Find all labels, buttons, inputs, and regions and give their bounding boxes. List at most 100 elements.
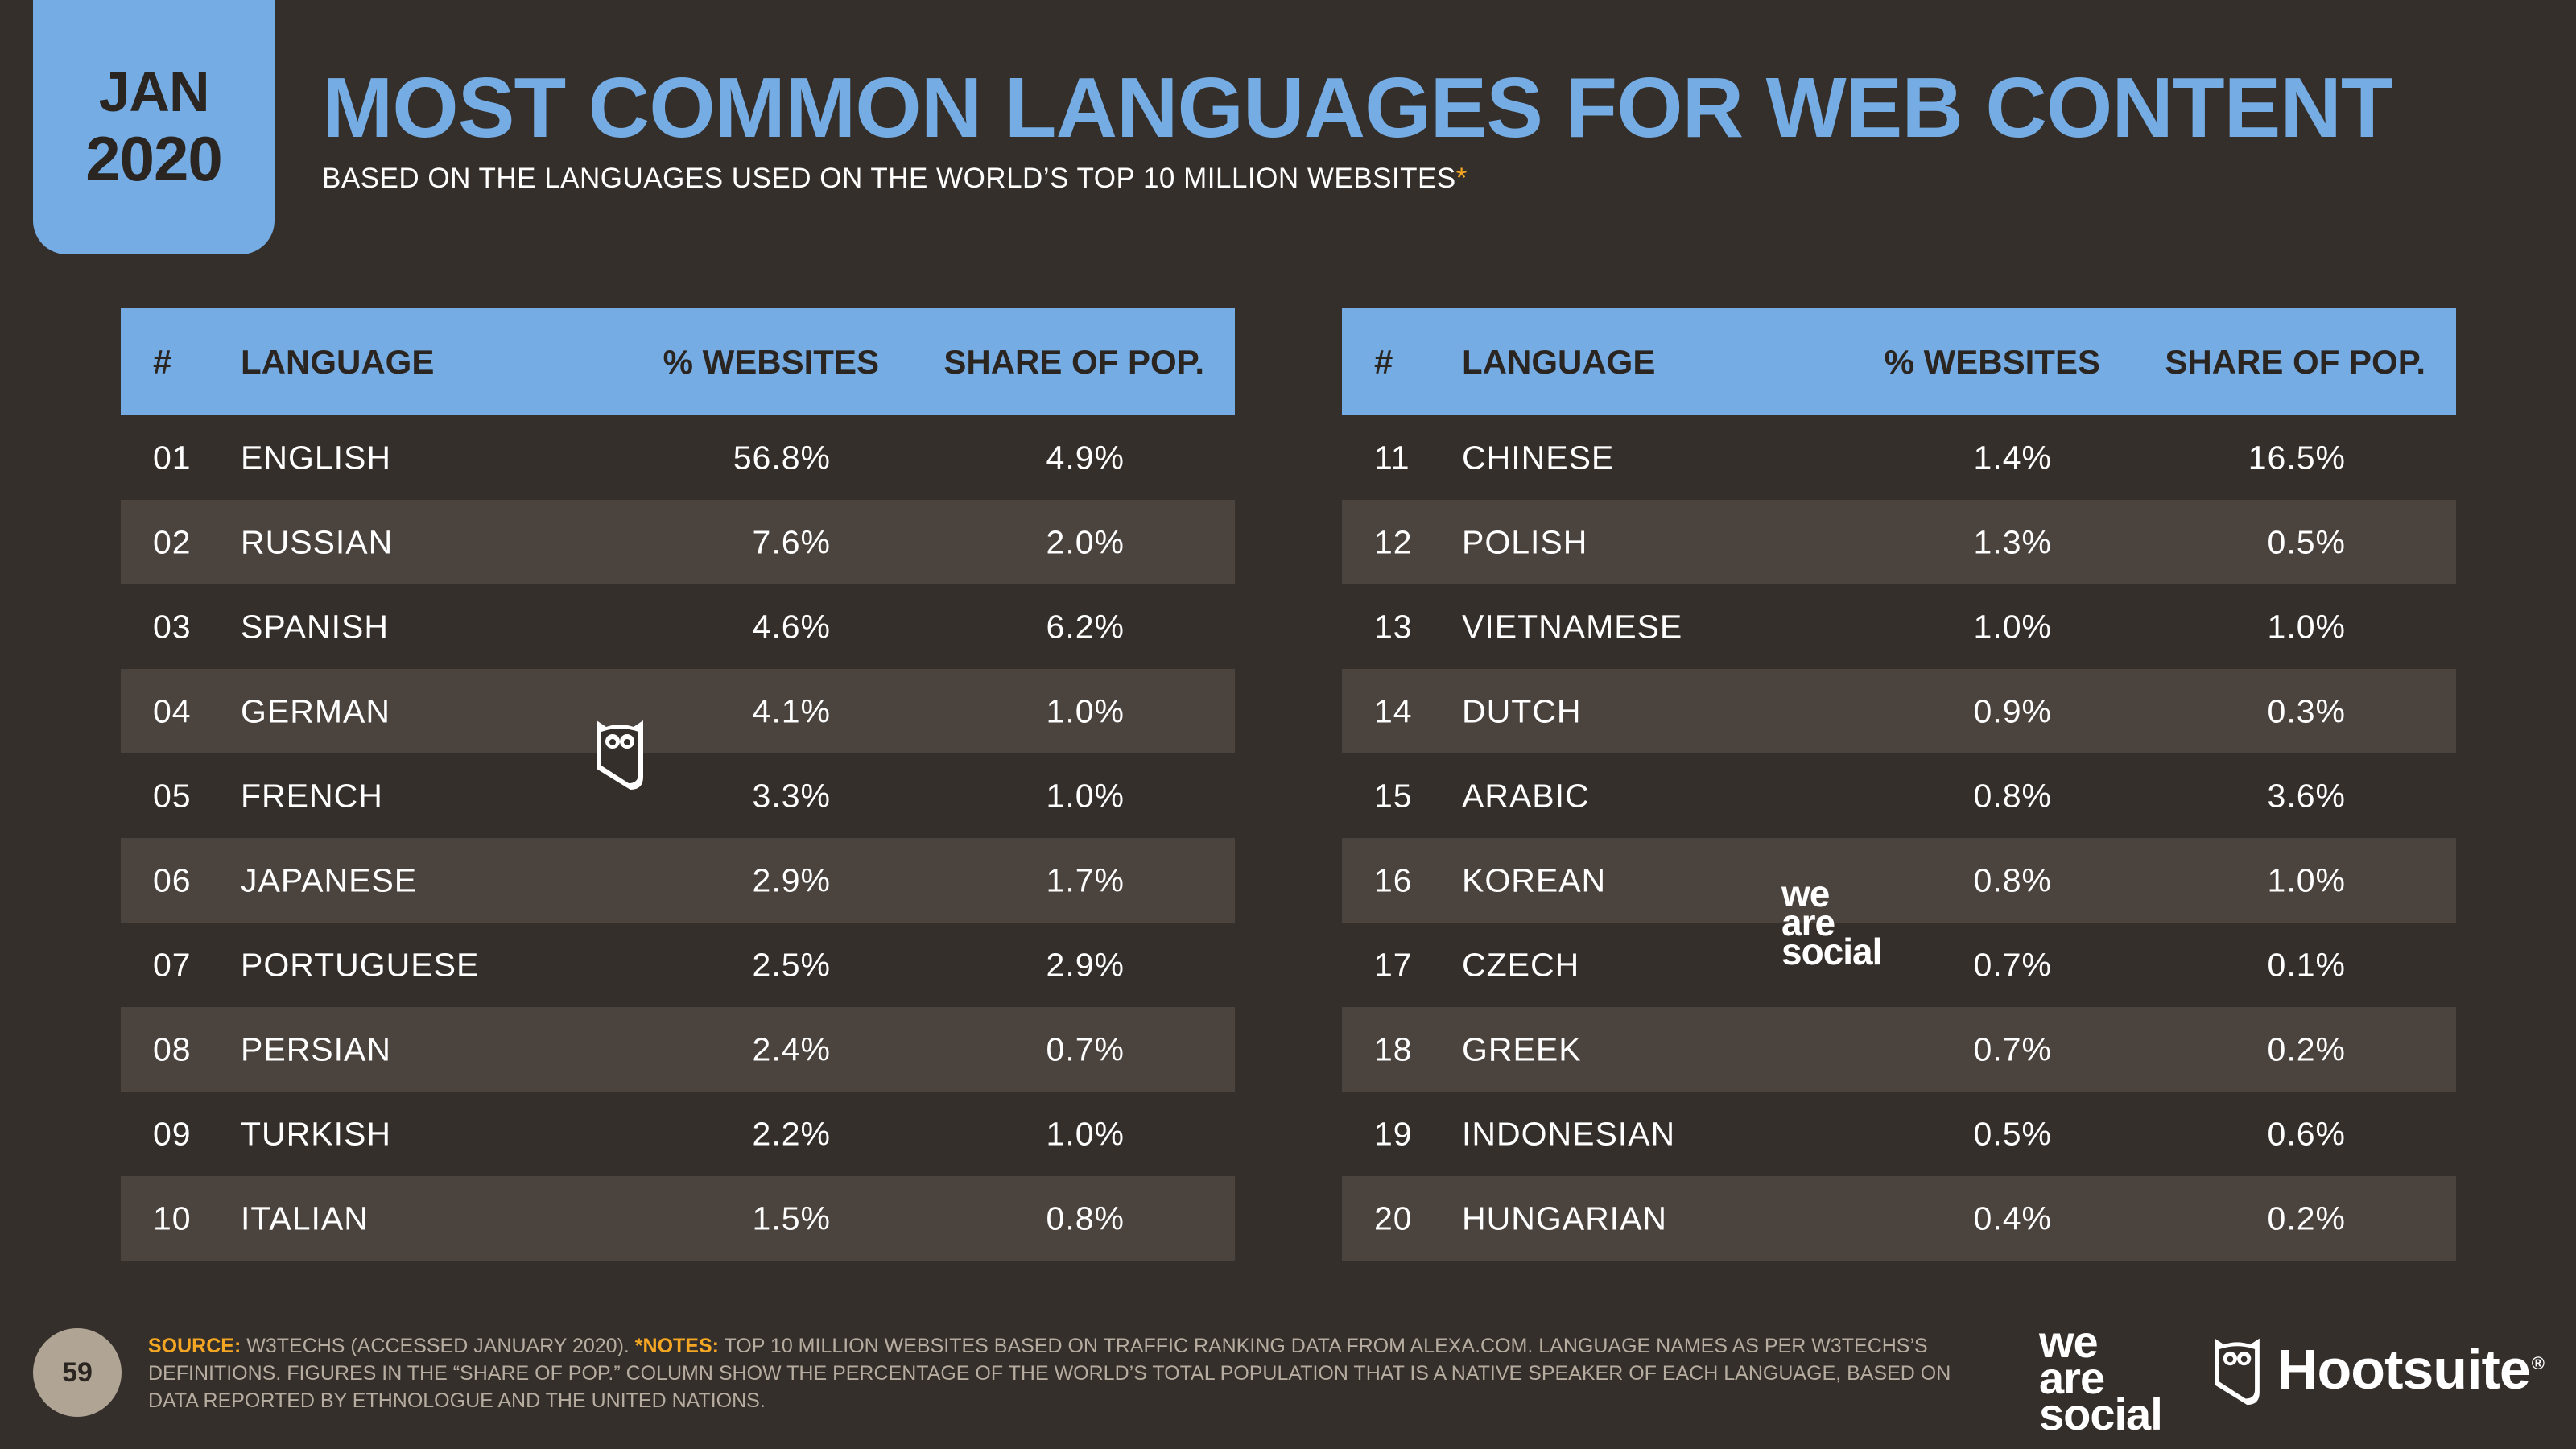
row-language: TURKISH bbox=[241, 1115, 391, 1152]
owl-icon bbox=[2215, 1338, 2260, 1406]
row-websites: 0.8% bbox=[1973, 777, 2052, 814]
header-share: SHARE OF POP. bbox=[943, 342, 1204, 381]
page-title: MOST COMMON LANGUAGES FOR WEB CONTENT bbox=[322, 60, 2393, 155]
row-websites: 0.7% bbox=[1973, 946, 2052, 983]
row-share: 0.8% bbox=[1046, 1199, 1125, 1236]
row-language: SPANISH bbox=[241, 608, 389, 645]
owl-icon bbox=[592, 712, 648, 793]
row-rank: 16 bbox=[1374, 861, 1413, 898]
languages-table-left: # LANGUAGE % WEBSITES SHARE OF POP. 01 E… bbox=[121, 308, 1235, 1261]
table-row: 04 GERMAN 4.1% 1.0% bbox=[121, 669, 1235, 753]
table-row: 06 JAPANESE 2.9% 1.7% bbox=[121, 838, 1235, 923]
header-websites: % WEBSITES bbox=[1884, 342, 2100, 381]
row-websites: 56.8% bbox=[733, 439, 831, 476]
row-rank: 13 bbox=[1374, 608, 1413, 645]
hootsuite-wordmark: Hootsuite® bbox=[2277, 1337, 2545, 1402]
row-language: PERSIAN bbox=[241, 1030, 391, 1067]
table-row: 18 GREEK 0.7% 0.2% bbox=[1342, 1007, 2456, 1092]
row-share: 6.2% bbox=[1046, 608, 1125, 645]
source-text: W3TECHS (ACCESSED JANUARY 2020). bbox=[241, 1335, 635, 1357]
table-row: 19 INDONESIAN 0.5% 0.6% bbox=[1342, 1092, 2456, 1176]
source-label: SOURCE: bbox=[148, 1335, 242, 1357]
watermark-line: social bbox=[1781, 930, 1882, 972]
page-number: 59 bbox=[33, 1328, 122, 1417]
row-language: INDONESIAN bbox=[1462, 1115, 1676, 1152]
row-share: 3.6% bbox=[2267, 777, 2346, 814]
row-language: CHINESE bbox=[1462, 439, 1615, 476]
row-share: 0.6% bbox=[2267, 1115, 2346, 1152]
table-header: # LANGUAGE % WEBSITES SHARE OF POP. bbox=[1342, 308, 2456, 415]
logo-line: we bbox=[2039, 1316, 2099, 1367]
date-month: JAN bbox=[98, 60, 209, 124]
row-share: 1.0% bbox=[1046, 777, 1125, 814]
footnote: SOURCE: W3TECHS (ACCESSED JANUARY 2020).… bbox=[148, 1332, 1967, 1414]
table-row: 13 VIETNAMESE 1.0% 1.0% bbox=[1342, 584, 2456, 669]
row-share: 0.2% bbox=[2267, 1030, 2346, 1067]
row-rank: 01 bbox=[153, 439, 192, 476]
table-row: 17 CZECH 0.7% 0.1% bbox=[1342, 923, 2456, 1007]
row-websites: 0.9% bbox=[1973, 692, 2052, 729]
header-language: LANGUAGE bbox=[1462, 342, 1656, 381]
table-row: 12 POLISH 1.3% 0.5% bbox=[1342, 500, 2456, 584]
table-row: 15 ARABIC 0.8% 3.6% bbox=[1342, 753, 2456, 838]
row-share: 2.0% bbox=[1046, 523, 1125, 560]
row-share: 1.0% bbox=[2267, 608, 2346, 645]
table-row: 03 SPANISH 4.6% 6.2% bbox=[121, 584, 1235, 669]
row-websites: 4.1% bbox=[752, 692, 831, 729]
row-websites: 2.2% bbox=[752, 1115, 831, 1152]
page-subtitle: BASED ON THE LANGUAGES USED ON THE WORLD… bbox=[322, 163, 1468, 195]
table-row: 10 ITALIAN 1.5% 0.8% bbox=[121, 1176, 1235, 1261]
row-rank: 12 bbox=[1374, 523, 1413, 560]
we-are-social-watermark: we are social bbox=[1781, 873, 1882, 972]
row-share: 1.7% bbox=[1046, 861, 1125, 898]
languages-table-right: # LANGUAGE % WEBSITES SHARE OF POP. 11 C… bbox=[1342, 308, 2456, 1261]
table-row: 08 PERSIAN 2.4% 0.7% bbox=[121, 1007, 1235, 1092]
table-row: 16 KOREAN 0.8% 1.0% bbox=[1342, 838, 2456, 923]
row-websites: 1.3% bbox=[1973, 523, 2052, 560]
row-rank: 07 bbox=[153, 946, 192, 983]
table-row: 07 PORTUGUESE 2.5% 2.9% bbox=[121, 923, 1235, 1007]
watermark-line: we bbox=[1781, 873, 1830, 914]
row-language: ARABIC bbox=[1462, 777, 1590, 814]
notes-text: TOP 10 MILLION WEBSITES BASED ON TRAFFIC… bbox=[148, 1335, 1951, 1412]
table-row: 20 HUNGARIAN 0.4% 0.2% bbox=[1342, 1176, 2456, 1261]
row-share: 2.9% bbox=[1046, 946, 1125, 983]
row-websites: 4.6% bbox=[752, 608, 831, 645]
table-row: 14 DUTCH 0.9% 0.3% bbox=[1342, 669, 2456, 753]
row-rank: 03 bbox=[153, 608, 192, 645]
notes-label: *NOTES: bbox=[634, 1335, 719, 1357]
row-rank: 15 bbox=[1374, 777, 1413, 814]
date-year: 2020 bbox=[85, 122, 223, 194]
row-rank: 02 bbox=[153, 523, 192, 560]
header-websites: % WEBSITES bbox=[663, 342, 879, 381]
row-websites: 1.4% bbox=[1973, 439, 2052, 476]
table-row: 01 ENGLISH 56.8% 4.9% bbox=[121, 415, 1235, 500]
row-rank: 05 bbox=[153, 777, 192, 814]
row-websites: 2.5% bbox=[752, 946, 831, 983]
row-share: 0.1% bbox=[2267, 946, 2346, 983]
row-websites: 3.3% bbox=[752, 777, 831, 814]
row-rank: 06 bbox=[153, 861, 192, 898]
row-websites: 1.5% bbox=[752, 1199, 831, 1236]
row-rank: 19 bbox=[1374, 1115, 1413, 1152]
row-share: 1.0% bbox=[2267, 861, 2346, 898]
hootsuite-name: Hootsuite bbox=[2277, 1338, 2531, 1401]
row-language: FRENCH bbox=[241, 777, 383, 814]
we-are-social-logo: we are social bbox=[2039, 1316, 2163, 1436]
row-share: 0.7% bbox=[1046, 1030, 1125, 1067]
row-rank: 11 bbox=[1374, 439, 1410, 476]
row-language: GREEK bbox=[1462, 1030, 1582, 1067]
table-header: # LANGUAGE % WEBSITES SHARE OF POP. bbox=[121, 308, 1235, 415]
table-row: 11 CHINESE 1.4% 16.5% bbox=[1342, 415, 2456, 500]
row-language: DUTCH bbox=[1462, 692, 1582, 729]
row-share: 0.5% bbox=[2267, 523, 2346, 560]
row-websites: 7.6% bbox=[752, 523, 831, 560]
row-share: 4.9% bbox=[1046, 439, 1125, 476]
row-websites: 2.9% bbox=[752, 861, 831, 898]
row-share: 1.0% bbox=[1046, 1115, 1125, 1152]
row-rank: 04 bbox=[153, 692, 192, 729]
watermark-line: are bbox=[1781, 901, 1835, 943]
table-row: 02 RUSSIAN 7.6% 2.0% bbox=[121, 500, 1235, 584]
header-rank: # bbox=[1374, 342, 1393, 381]
row-language: RUSSIAN bbox=[241, 523, 394, 560]
